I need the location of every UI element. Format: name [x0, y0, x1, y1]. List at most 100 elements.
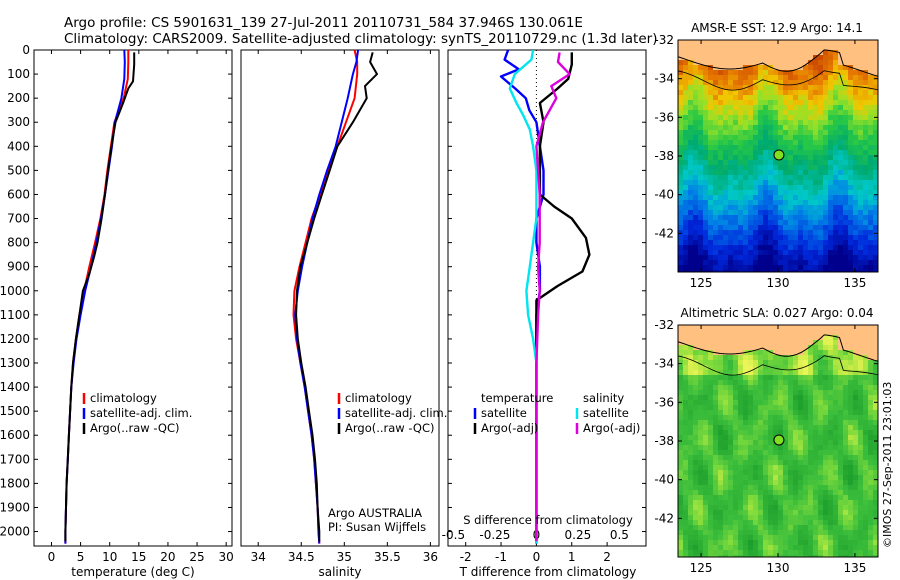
map-cell: [838, 235, 844, 241]
map-cell: [823, 105, 829, 111]
map-cell: [718, 485, 724, 491]
map-cell: [763, 65, 769, 71]
map-cell: [678, 130, 684, 136]
map-cell: [808, 335, 814, 341]
map-cell: [728, 430, 734, 436]
map-cell: [688, 175, 694, 181]
map-cell: [713, 130, 719, 136]
map-cell: [833, 140, 839, 146]
map-cell: [803, 175, 809, 181]
salinity-legend-climatology: climatology: [345, 391, 412, 405]
map-cell: [853, 345, 859, 351]
map-cell: [773, 120, 779, 126]
map-cell: [693, 535, 699, 541]
map-cell: [838, 60, 844, 66]
map-cell: [778, 425, 784, 431]
map-cell: [858, 45, 864, 51]
map-cell: [858, 360, 864, 366]
map-cell: [798, 75, 804, 81]
map-cell: [813, 440, 819, 446]
map-cell: [698, 430, 704, 436]
map-cell: [738, 80, 744, 86]
map-cell: [703, 265, 709, 271]
map-cell: [823, 405, 829, 411]
map-cell: [828, 375, 834, 381]
map-cell: [873, 50, 878, 56]
map-cell: [848, 355, 854, 361]
map-cell: [858, 470, 864, 476]
map-cell: [733, 195, 739, 201]
map-cell: [703, 515, 709, 521]
map-cell: [828, 380, 834, 386]
map-cell: [853, 145, 859, 151]
map-cell: [828, 450, 834, 456]
map-cell: [803, 430, 809, 436]
map-cell: [708, 270, 714, 272]
map-cell: [773, 215, 779, 221]
map-cell: [823, 425, 829, 431]
map-cell: [718, 150, 724, 156]
map-cell: [773, 205, 779, 211]
map-cell: [803, 485, 809, 491]
map-cell: [703, 50, 709, 56]
map-cell: [863, 190, 869, 196]
map-cell: [738, 460, 744, 466]
map-cell: [833, 90, 839, 96]
map-cell: [723, 270, 729, 272]
map-cell: [683, 410, 689, 416]
map-cell: [798, 490, 804, 496]
y-tick-label: 100: [7, 67, 30, 81]
map-cell: [768, 200, 774, 206]
map-cell: [738, 510, 744, 516]
map-cell: [823, 450, 829, 456]
map-cell: [708, 505, 714, 511]
legend-temperature-satellite: satellite: [481, 406, 527, 420]
map-cell: [718, 195, 724, 201]
map-cell: [803, 110, 809, 116]
imos-credit: ©IMOS 27-Sep-2011 23:01:03: [881, 382, 894, 548]
map-cell: [723, 120, 729, 126]
map-cell: [813, 250, 819, 256]
map-cell: [808, 190, 814, 196]
map-cell: [868, 335, 874, 341]
map-cell: [778, 445, 784, 451]
isobath-line: [678, 70, 878, 91]
map-cell: [833, 105, 839, 111]
map-cell: [723, 455, 729, 461]
map-cell: [778, 80, 784, 86]
map-cell: [723, 415, 729, 421]
map-cell: [733, 505, 739, 511]
map-cell: [753, 55, 759, 61]
map-cell: [783, 85, 789, 91]
map-cell: [733, 470, 739, 476]
map-cell: [788, 270, 794, 272]
map-cell: [708, 85, 714, 91]
map-cell: [808, 65, 814, 71]
map-cell: [723, 525, 729, 531]
map-cell: [728, 485, 734, 491]
map-cell: [798, 215, 804, 221]
map-cell: [848, 235, 854, 241]
map-cell: [768, 50, 774, 56]
map-cell: [723, 425, 729, 431]
map-cell: [823, 500, 829, 506]
map-cell: [743, 510, 749, 516]
map-cell: [733, 520, 739, 526]
lat-tick-label: -32: [654, 33, 674, 47]
map-cell: [688, 515, 694, 521]
map-cell: [793, 250, 799, 256]
map-cell: [843, 550, 849, 556]
map-cell: [688, 125, 694, 131]
map-cell: [718, 535, 724, 541]
map-cell: [763, 440, 769, 446]
map-cell: [808, 520, 814, 526]
map-cell: [818, 550, 824, 556]
map-cell: [798, 325, 804, 331]
map-cell: [768, 510, 774, 516]
map-cell: [693, 100, 699, 106]
map-cell: [688, 485, 694, 491]
map-cell: [778, 380, 784, 386]
map-cell: [678, 65, 684, 71]
map-cell: [753, 190, 759, 196]
map-cell: [848, 190, 854, 196]
